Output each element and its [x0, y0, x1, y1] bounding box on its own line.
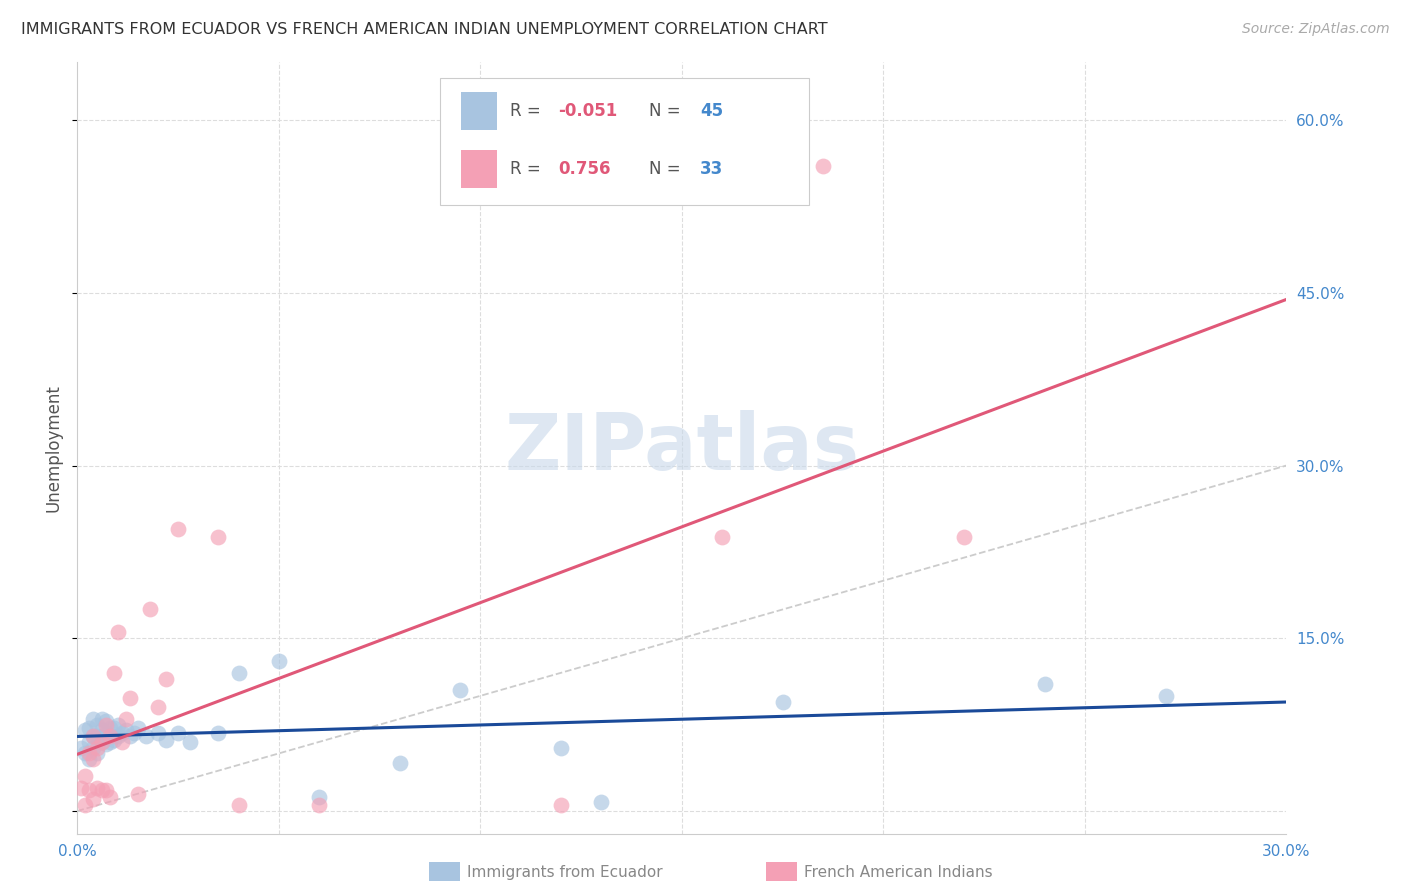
Point: [118, 691, 141, 706]
Point: [146, 725, 169, 739]
Point: [550, 740, 572, 755]
Point: [75, 769, 97, 783]
Point: [127, 721, 149, 735]
Text: 45: 45: [700, 102, 723, 120]
Point: [267, 654, 290, 668]
Point: [155, 672, 177, 686]
Point: [75, 723, 97, 738]
Point: [107, 729, 129, 743]
Point: [82, 792, 104, 806]
Point: [308, 790, 330, 805]
Point: [167, 522, 190, 536]
Text: 33: 33: [700, 160, 723, 178]
Text: N =: N =: [650, 102, 686, 120]
Text: R =: R =: [510, 160, 551, 178]
Point: [86, 740, 108, 755]
Bar: [461, 150, 496, 188]
Point: [118, 729, 141, 743]
Point: [75, 798, 97, 813]
Point: [94, 725, 117, 739]
Text: French American Indians: French American Indians: [804, 865, 993, 880]
Point: [79, 747, 101, 761]
Point: [79, 721, 101, 735]
Point: [122, 725, 145, 739]
Point: [98, 729, 121, 743]
Point: [111, 735, 134, 749]
Point: [79, 752, 101, 766]
Point: [167, 725, 190, 739]
Point: [114, 712, 136, 726]
Point: [86, 729, 108, 743]
Point: [103, 721, 125, 735]
Point: [550, 798, 572, 813]
Point: [75, 747, 97, 761]
Bar: [461, 92, 496, 130]
Point: [388, 756, 411, 770]
Point: [228, 665, 250, 680]
Point: [228, 798, 250, 813]
Point: [711, 530, 734, 544]
Point: [82, 752, 104, 766]
Point: [79, 735, 101, 749]
Text: ZIPatlas: ZIPatlas: [505, 410, 859, 486]
Point: [82, 740, 104, 755]
Point: [107, 625, 129, 640]
Point: [86, 780, 108, 795]
Point: [90, 723, 112, 738]
Point: [79, 783, 101, 797]
Point: [1154, 689, 1177, 703]
Point: [107, 717, 129, 731]
Text: Source: ZipAtlas.com: Source: ZipAtlas.com: [1241, 22, 1389, 37]
Point: [772, 695, 794, 709]
Point: [70, 740, 93, 755]
Point: [103, 665, 125, 680]
Point: [103, 732, 125, 747]
Point: [90, 712, 112, 726]
Point: [139, 602, 162, 616]
Point: [207, 530, 229, 544]
Point: [449, 683, 471, 698]
Point: [98, 790, 121, 805]
Point: [90, 783, 112, 797]
Point: [179, 735, 201, 749]
Point: [82, 729, 104, 743]
Point: [82, 729, 104, 743]
Point: [82, 712, 104, 726]
Point: [308, 798, 330, 813]
Y-axis label: Unemployment: Unemployment: [44, 384, 62, 512]
Point: [70, 780, 93, 795]
Point: [94, 714, 117, 728]
Point: [86, 747, 108, 761]
Point: [127, 787, 149, 801]
Text: IMMIGRANTS FROM ECUADOR VS FRENCH AMERICAN INDIAN UNEMPLOYMENT CORRELATION CHART: IMMIGRANTS FROM ECUADOR VS FRENCH AMERIC…: [21, 22, 828, 37]
Point: [98, 721, 121, 735]
Point: [114, 723, 136, 738]
Point: [155, 732, 177, 747]
Text: 0.756: 0.756: [558, 160, 612, 178]
Point: [135, 729, 157, 743]
Point: [90, 735, 112, 749]
Point: [953, 530, 976, 544]
Point: [207, 725, 229, 739]
Point: [94, 783, 117, 797]
Text: -0.051: -0.051: [558, 102, 617, 120]
Point: [146, 700, 169, 714]
Point: [98, 735, 121, 749]
Point: [86, 717, 108, 731]
Point: [94, 737, 117, 751]
Point: [94, 717, 117, 731]
Text: R =: R =: [510, 102, 546, 120]
Point: [1033, 677, 1056, 691]
Point: [111, 725, 134, 739]
Point: [90, 735, 112, 749]
Text: Immigrants from Ecuador: Immigrants from Ecuador: [467, 865, 662, 880]
Point: [591, 795, 613, 809]
Text: N =: N =: [650, 160, 686, 178]
Point: [811, 159, 834, 173]
FancyBboxPatch shape: [440, 78, 808, 205]
